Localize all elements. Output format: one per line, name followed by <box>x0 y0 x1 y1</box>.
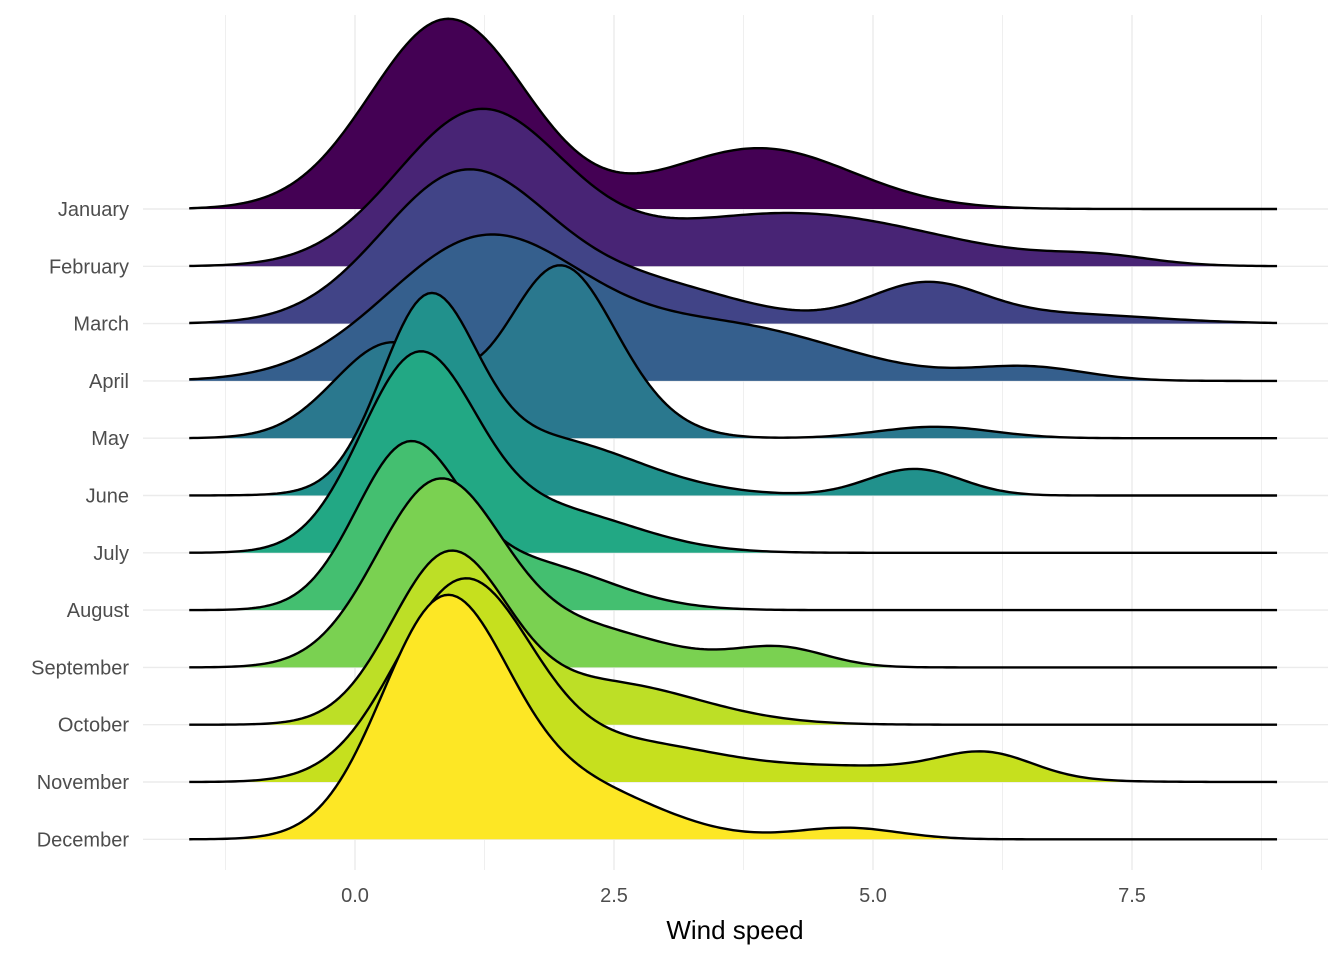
ridge-outline-february <box>189 107 1278 268</box>
x-tick-label: 0.0 <box>341 885 369 907</box>
x-tick-label: 5.0 <box>859 885 887 907</box>
ridge-outline-september <box>189 477 1278 669</box>
ridge-outline-november <box>189 577 1278 784</box>
ridge-outline-april <box>189 233 1278 383</box>
ridges <box>189 17 1278 841</box>
y-tick-label: November <box>37 772 130 794</box>
ridge-outline-january <box>189 17 1278 211</box>
ridge-outline-august <box>189 439 1278 612</box>
ridge-fill-january <box>189 18 1278 210</box>
grid <box>143 15 1328 870</box>
ridge-outline-june <box>189 291 1278 497</box>
y-tick-label: April <box>89 371 129 393</box>
ridge-outline-march <box>189 168 1278 325</box>
y-tick-label: January <box>58 199 129 221</box>
y-tick-label: March <box>73 314 129 336</box>
y-tick-label: October <box>58 715 129 737</box>
y-tick-label: February <box>49 256 129 278</box>
ridge-fill-december <box>189 594 1278 840</box>
y-tick-label: May <box>91 428 129 450</box>
x-tick-label: 2.5 <box>600 885 628 907</box>
y-tick-label: August <box>67 600 130 622</box>
y-axis-labels: January February March April May June July Augu… <box>31 199 129 851</box>
y-tick-label: June <box>86 486 129 508</box>
x-tick-label: 7.5 <box>1118 885 1146 907</box>
ridge-outline-may <box>189 264 1278 440</box>
ridge-outline-july <box>189 350 1278 554</box>
ridge-outline-october <box>189 549 1278 726</box>
ridge-outline-december <box>189 593 1278 841</box>
y-tick-label: September <box>31 657 129 679</box>
x-axis-title: Wind speed <box>666 915 803 945</box>
y-tick-label: December <box>37 829 130 851</box>
y-tick-label: July <box>93 543 129 565</box>
x-axis-labels: 0.0 2.5 5.0 7.5 <box>341 885 1146 907</box>
